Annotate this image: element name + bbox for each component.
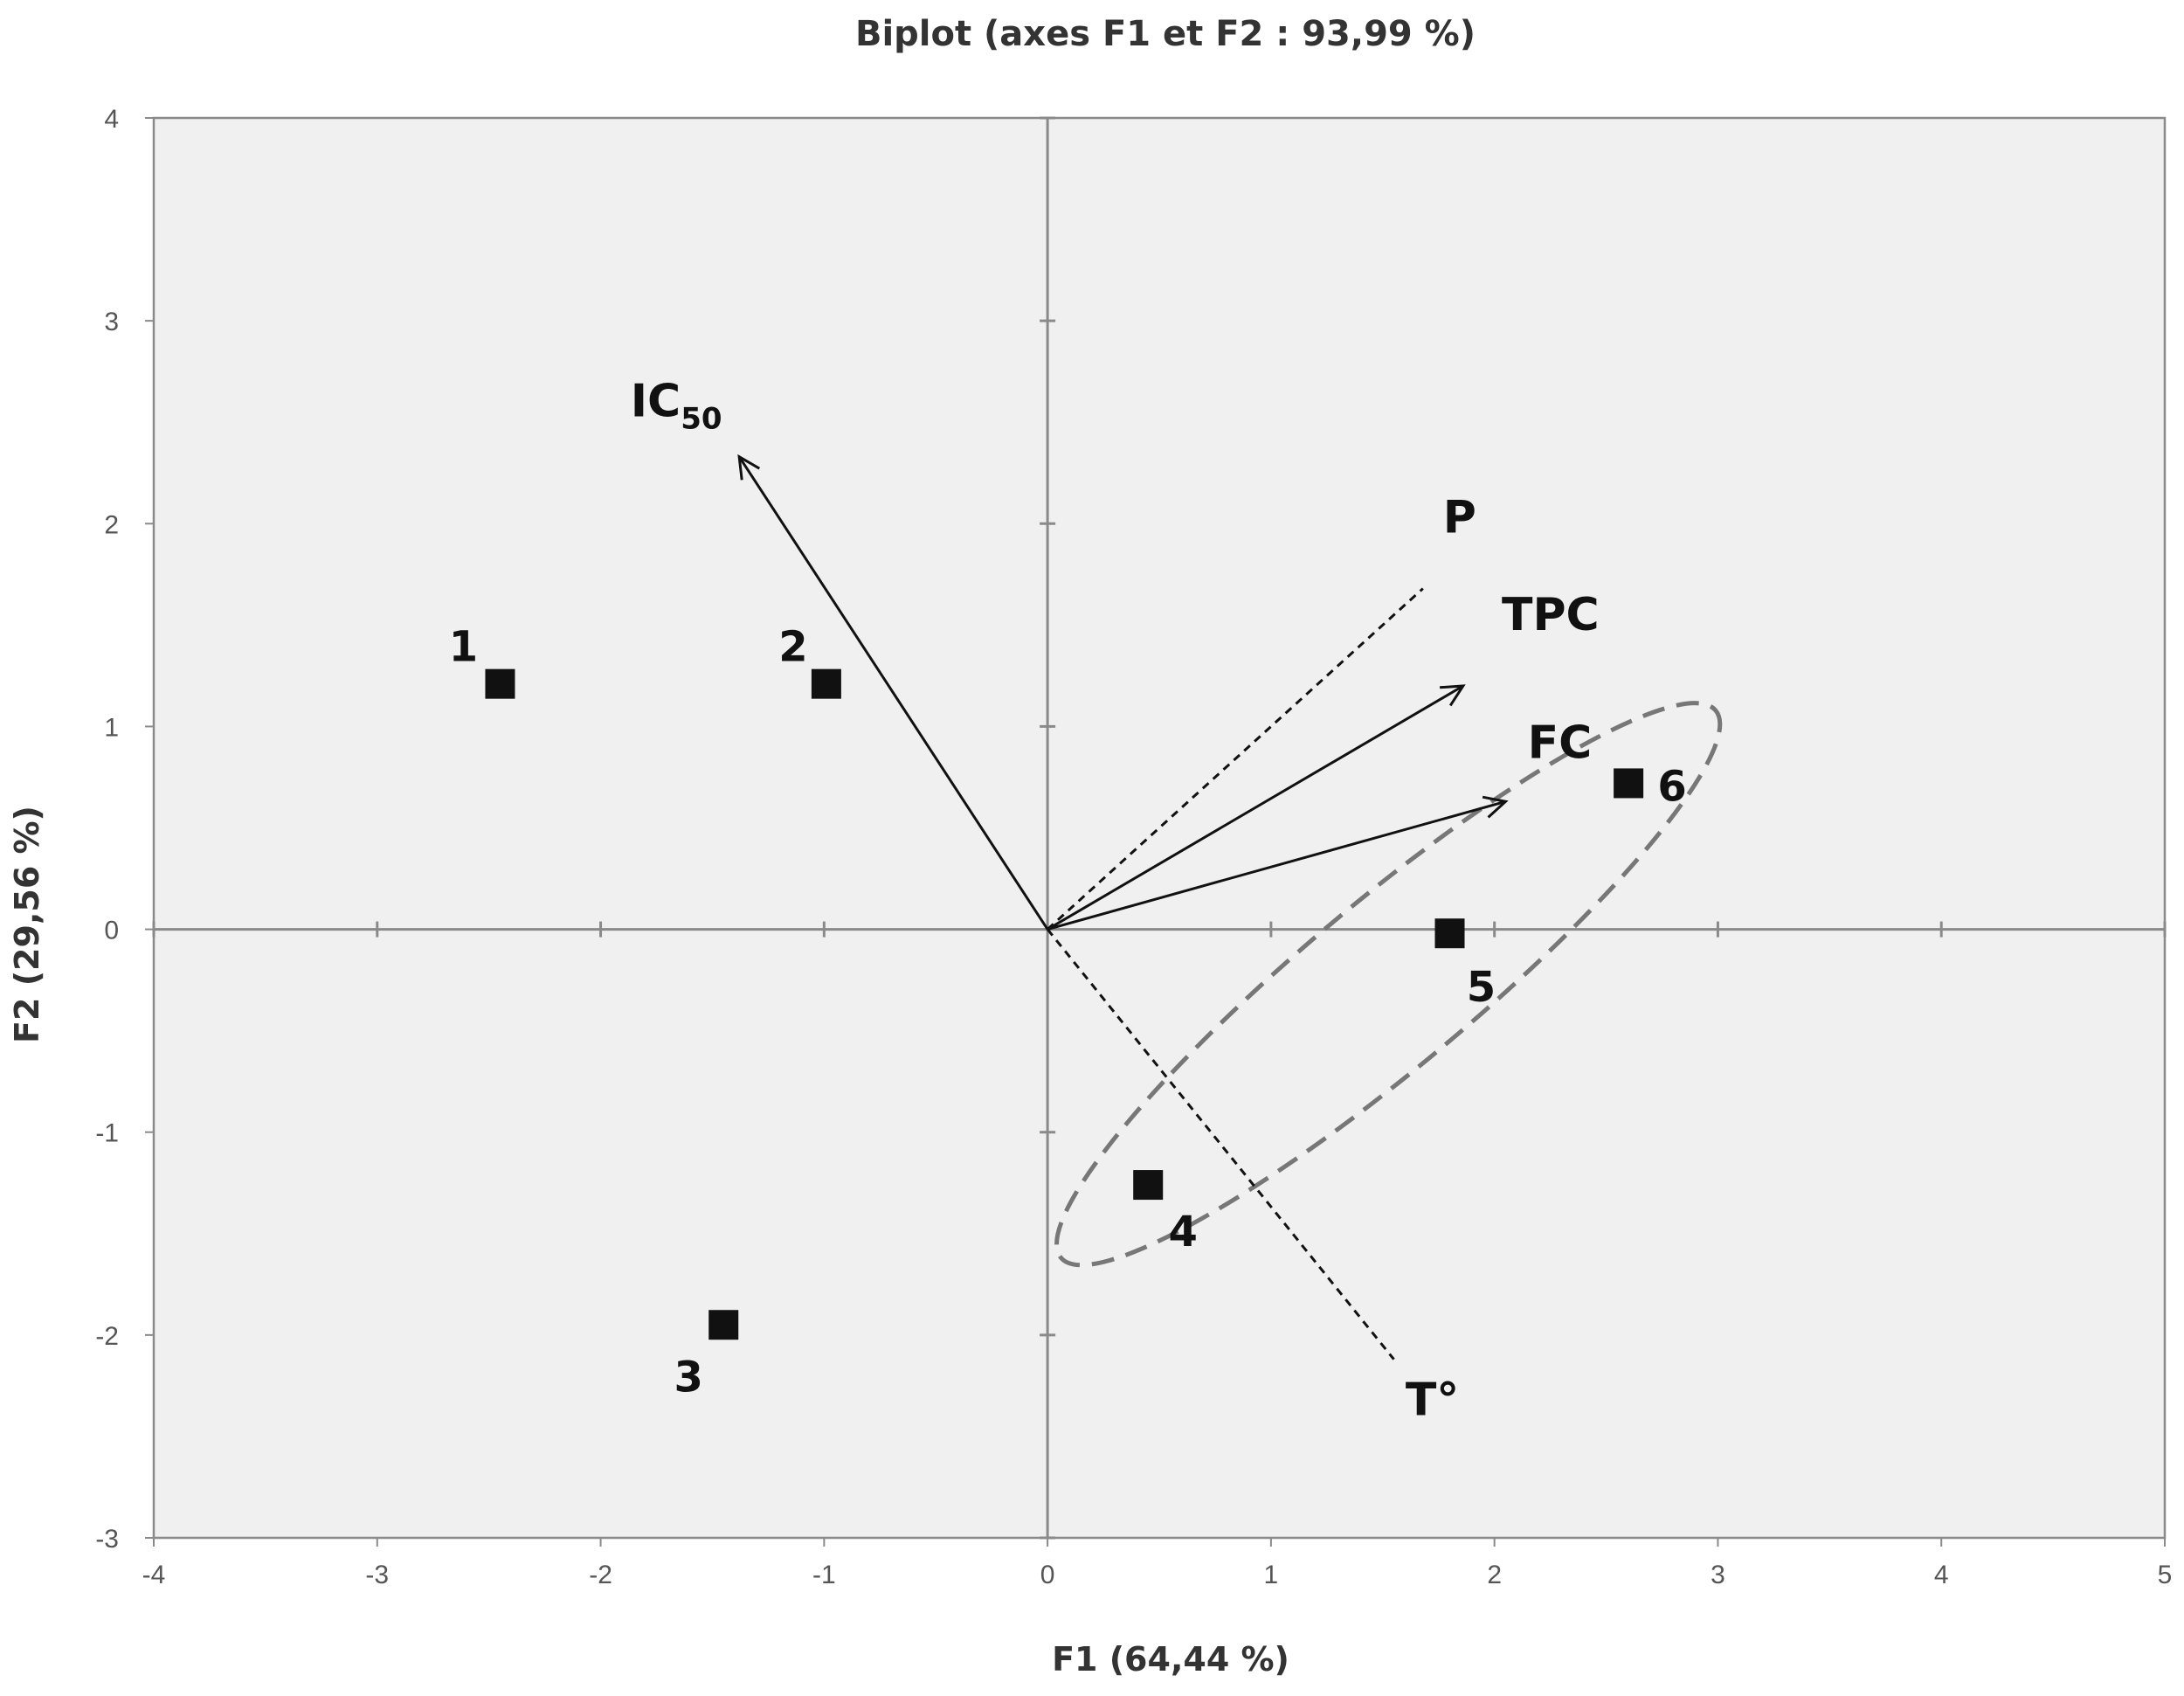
x-axis-title: F1 (64,44 %) (1052, 1640, 1289, 1679)
group-ellipse (1054, 701, 1723, 1268)
y-tick-label: -3 (95, 1525, 119, 1554)
y-axis-title: F2 (29,56 %) (8, 806, 46, 1043)
vector-ic-arrow (737, 453, 1049, 931)
observation-label-2: 2 (778, 623, 807, 672)
y-tick-label: -2 (95, 1322, 119, 1351)
x-tick-label: 2 (1487, 1561, 1502, 1589)
observation-point-6 (1614, 768, 1644, 799)
observation-point-3 (708, 1310, 739, 1340)
observation-label-6: 6 (1657, 762, 1686, 811)
observation-point-5 (1434, 918, 1465, 949)
vector-ic-subscript: 50 (681, 402, 722, 437)
x-tick-label: 3 (1711, 1561, 1725, 1589)
x-tick-label: -3 (365, 1561, 389, 1589)
y-tick-label: 4 (104, 105, 119, 134)
x-tick-label: 0 (1040, 1561, 1055, 1589)
vector-t-label: T° (1406, 1374, 1459, 1427)
vector-p-label: P (1443, 492, 1476, 544)
vector-p-dashed-line (1047, 587, 1424, 931)
observation-label-3: 3 (674, 1353, 703, 1402)
plot-frame (152, 116, 2167, 1540)
x-tick-label: -2 (589, 1561, 612, 1589)
x-tick-label: 5 (2158, 1561, 2173, 1589)
x-tick-label: 4 (1934, 1561, 1949, 1589)
vector-tpc-label: TPC (1502, 589, 1600, 641)
vector-tpc-arrow (1047, 684, 1466, 931)
observation-label-4: 4 (1169, 1208, 1198, 1256)
observation-label-1: 1 (449, 623, 478, 672)
x-tick-label: 1 (1264, 1561, 1279, 1589)
x-tick-label: -1 (812, 1561, 836, 1589)
x-tick-label: -4 (142, 1561, 166, 1589)
observation-point-1 (485, 668, 515, 699)
y-tick-label: 0 (104, 917, 119, 945)
vector-fc-label: FC (1528, 716, 1593, 769)
vector-fc-arrow (1047, 795, 1509, 931)
observation-point-2 (811, 668, 841, 699)
y-tick-label: 1 (104, 713, 119, 742)
y-tick-label: -1 (95, 1119, 119, 1148)
observation-label-5: 5 (1467, 963, 1496, 1012)
chart-title: Biplot (axes F1 et F2 : 93,99 %) (855, 14, 1476, 54)
y-tick-label: 3 (104, 308, 119, 336)
observation-point-4 (1133, 1170, 1164, 1201)
y-tick-label: 2 (104, 510, 119, 539)
